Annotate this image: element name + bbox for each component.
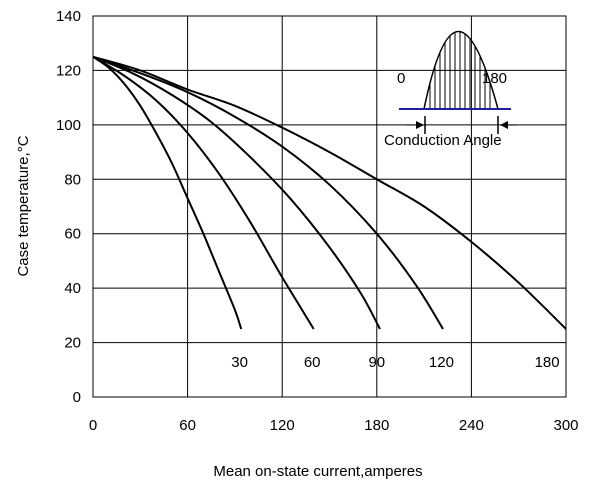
y-tick-label: 60 — [64, 226, 81, 243]
y-tick-label: 100 — [56, 117, 81, 134]
curve-label-30: 30 — [231, 354, 248, 371]
curve-180 — [92, 55, 567, 330]
y-tick-label: 0 — [73, 389, 81, 406]
x-tick-label: 0 — [89, 417, 97, 434]
curves — [92, 55, 567, 330]
x-tick-label: 300 — [553, 417, 578, 434]
curve-label-180: 180 — [535, 354, 560, 371]
x-tick-label: 120 — [270, 417, 295, 434]
curve-30 — [92, 55, 243, 330]
y-tick-label: 120 — [56, 62, 81, 79]
inset-right-arrowhead — [500, 121, 508, 129]
y-tick-label: 40 — [64, 280, 81, 297]
conduction-angle-inset: 0 180 Conduction Angle — [384, 30, 518, 149]
y-tick-label: 20 — [64, 335, 81, 352]
x-tick-label: 60 — [179, 417, 196, 434]
x-tick-labels: 0 60 120 180 240 300 — [89, 417, 579, 434]
x-tick-label: 180 — [364, 417, 389, 434]
y-tick-label: 80 — [64, 171, 81, 188]
x-axis-title: Mean on-state current,amperes — [213, 463, 422, 480]
y-tick-labels: 0 20 40 60 80 100 120 140 — [56, 8, 81, 406]
y-tick-label: 140 — [56, 8, 81, 25]
curve-90 — [92, 55, 381, 330]
inset-halfwave — [423, 30, 499, 110]
inset-left-arrowhead — [416, 121, 424, 129]
grid — [93, 16, 566, 397]
inset-hatch — [429, 31, 491, 109]
y-axis-title: Case temperature,°C — [15, 135, 32, 276]
curve-labels: 30 60 90 120 180 — [231, 354, 559, 371]
curve-label-60: 60 — [304, 354, 321, 371]
curve-label-120: 120 — [429, 354, 454, 371]
curve-label-90: 90 — [368, 354, 385, 371]
inset-end-label: 180 — [482, 70, 507, 87]
inset-start-label: 0 — [397, 70, 405, 87]
curve-120 — [92, 55, 444, 330]
inset-caption: Conduction Angle — [384, 132, 502, 149]
curve-60 — [92, 55, 315, 330]
x-tick-label: 240 — [459, 417, 484, 434]
plot-frame — [92, 15, 567, 398]
